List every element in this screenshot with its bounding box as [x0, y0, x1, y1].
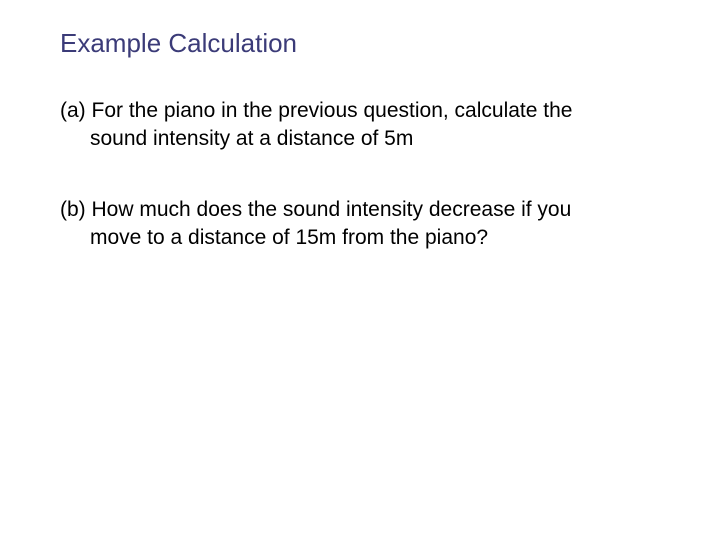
question-a-line2: sound intensity at a distance of 5m: [60, 125, 660, 153]
question-a-label: (a): [60, 99, 92, 122]
question-a: (a) For the piano in the previous questi…: [60, 97, 660, 154]
question-b-line2: move to a distance of 15m from the piano…: [60, 224, 660, 252]
slide-title: Example Calculation: [60, 28, 660, 59]
question-a-line1: For the piano in the previous question, …: [92, 99, 573, 122]
question-b-line1: How much does the sound intensity decrea…: [92, 198, 572, 221]
question-b: (b) How much does the sound intensity de…: [60, 196, 660, 253]
question-b-label: (b): [60, 198, 92, 221]
